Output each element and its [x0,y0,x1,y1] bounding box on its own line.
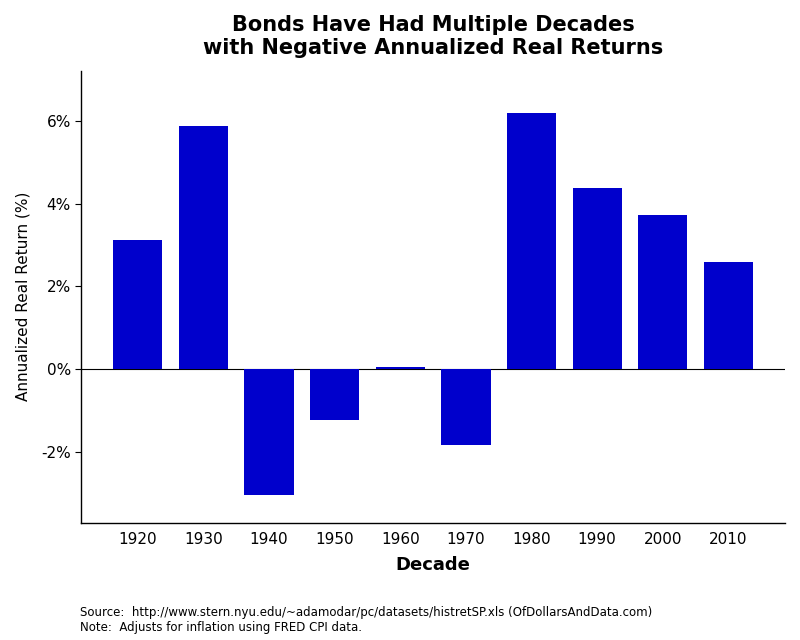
Bar [638,215,687,369]
Bar [310,369,359,420]
X-axis label: Decade: Decade [396,556,470,574]
Bar [376,367,425,369]
Bar [245,369,294,495]
Y-axis label: Annualized Real Return (%): Annualized Real Return (%) [15,192,30,401]
Title: Bonds Have Had Multiple Decades
with Negative Annualized Real Returns: Bonds Have Had Multiple Decades with Neg… [203,15,663,58]
Bar [442,369,490,445]
Bar [507,113,556,369]
Bar [179,125,228,369]
Bar [573,188,622,369]
Bar [114,241,162,369]
Bar [704,262,753,369]
Text: Source:  http://www.stern.nyu.edu/~adamodar/pc/datasets/histretSP.xls (OfDollars: Source: http://www.stern.nyu.edu/~adamod… [80,605,652,634]
